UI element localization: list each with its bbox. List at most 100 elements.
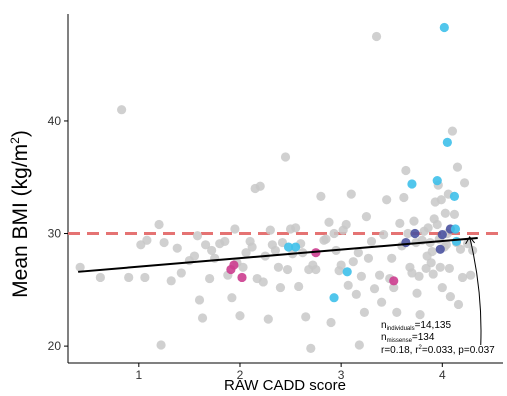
x-axis-title: RAW CADD score <box>224 377 346 394</box>
data-point-grey <box>306 343 316 353</box>
n-missense-prefix: n <box>381 332 387 343</box>
data-point-grey <box>75 262 85 272</box>
data-point-grey <box>189 251 200 261</box>
data-point-grey <box>401 165 411 176</box>
data-point-grey <box>377 297 387 307</box>
data-point-grey <box>280 152 291 162</box>
data-point-grey <box>311 264 321 275</box>
data-point-grey <box>291 223 301 233</box>
data-point-grey <box>437 282 447 293</box>
data-point-grey <box>273 262 284 272</box>
data-point-grey <box>412 288 422 298</box>
data-point-grey <box>455 244 466 254</box>
data-point-grey <box>444 263 454 274</box>
data-point-grey <box>369 284 380 294</box>
data-point-grey <box>432 219 442 230</box>
data-point-grey <box>371 31 382 42</box>
data-point-grey <box>321 234 331 244</box>
annotation-stats: r=0.18, r2=0.033, p=0.037 <box>381 345 495 356</box>
data-point-grey <box>379 230 389 240</box>
data-point-cyan <box>432 176 442 186</box>
data-point-grey <box>241 248 251 258</box>
data-point-grey <box>255 181 265 191</box>
data-point-grey <box>348 257 358 267</box>
data-point-grey <box>452 162 463 172</box>
y-tick-label: 30 <box>48 227 62 241</box>
data-point-grey <box>343 280 353 290</box>
data-point-grey <box>176 268 186 278</box>
data-point-grey <box>462 239 473 249</box>
data-point-grey <box>265 225 275 235</box>
data-point-grey <box>207 245 217 256</box>
data-point-cyan <box>449 191 460 201</box>
data-point-grey <box>124 272 134 283</box>
data-point-grey <box>95 272 105 283</box>
data-point-cyan <box>407 179 417 189</box>
data-point-grey <box>449 209 460 219</box>
data-point-grey <box>403 228 413 239</box>
data-point-grey <box>407 268 417 278</box>
data-point-grey <box>392 307 402 317</box>
data-point-grey <box>238 262 248 272</box>
y-axis-title-main: Mean BMI (kg/m <box>9 144 32 298</box>
data-point-grey <box>324 217 334 227</box>
data-point-navy <box>435 244 445 254</box>
data-point-cyan <box>442 137 452 147</box>
data-point-grey <box>220 236 230 247</box>
x-tick-label: 4 <box>439 368 446 382</box>
data-point-grey <box>440 208 450 218</box>
data-point-grey <box>142 235 152 245</box>
data-point-grey <box>351 289 361 299</box>
data-point-grey <box>205 273 215 284</box>
n-individuals-value: =14,135 <box>415 320 452 331</box>
data-point-grey <box>457 272 468 283</box>
data-point-grey <box>447 126 458 136</box>
data-point-grey <box>361 212 372 222</box>
data-point-cyan <box>342 267 352 277</box>
data-point-grey <box>247 242 257 252</box>
data-point-grey <box>353 248 363 258</box>
data-point-cyan <box>329 293 339 303</box>
data-point-grey <box>341 219 351 230</box>
data-point-grey <box>423 223 433 233</box>
data-point-grey <box>428 269 438 279</box>
data-point-grey <box>363 253 374 263</box>
stats-superscript: 2 <box>419 345 423 351</box>
data-point-grey <box>359 307 370 317</box>
annotation-arrow <box>469 236 482 346</box>
data-point-grey <box>366 236 377 247</box>
data-point-grey <box>192 231 203 241</box>
data-point-grey <box>172 243 182 253</box>
annotation-arrowhead <box>465 236 476 245</box>
data-point-grey <box>356 271 366 281</box>
data-point-grey <box>301 312 311 322</box>
regression-line-layer <box>78 237 478 273</box>
data-point-grey <box>117 105 127 115</box>
data-point-grey <box>346 189 356 199</box>
data-point-grey <box>227 293 237 303</box>
data-point-grey <box>354 340 364 350</box>
x-tick-label: 1 <box>135 368 142 382</box>
annotation-n-missense: nmissense=134 <box>381 332 435 344</box>
data-point-grey <box>235 311 245 321</box>
data-point-grey <box>194 295 205 305</box>
data-point-grey <box>230 224 240 234</box>
data-point-grey <box>435 262 445 272</box>
data-point-magenta <box>237 272 247 283</box>
data-point-grey <box>409 216 419 226</box>
stats-suffix: =0.033, p=0.037 <box>422 345 495 356</box>
data-point-grey <box>389 282 399 293</box>
data-point-grey <box>395 218 405 228</box>
data-point-grey <box>258 277 268 287</box>
annotation-n-individuals: nindividuals=14,135 <box>381 320 451 332</box>
y-axis-title-superscript: 2 <box>8 137 22 144</box>
data-point-grey <box>326 317 336 328</box>
x-tick-label: 2 <box>237 368 244 382</box>
y-tick-label: 40 <box>48 114 62 128</box>
data-point-grey <box>200 240 211 250</box>
n-missense-value: =134 <box>412 332 435 343</box>
stats-prefix: r=0.18, r <box>381 345 419 356</box>
data-point-grey <box>270 245 280 256</box>
data-point-cyan <box>450 224 461 234</box>
